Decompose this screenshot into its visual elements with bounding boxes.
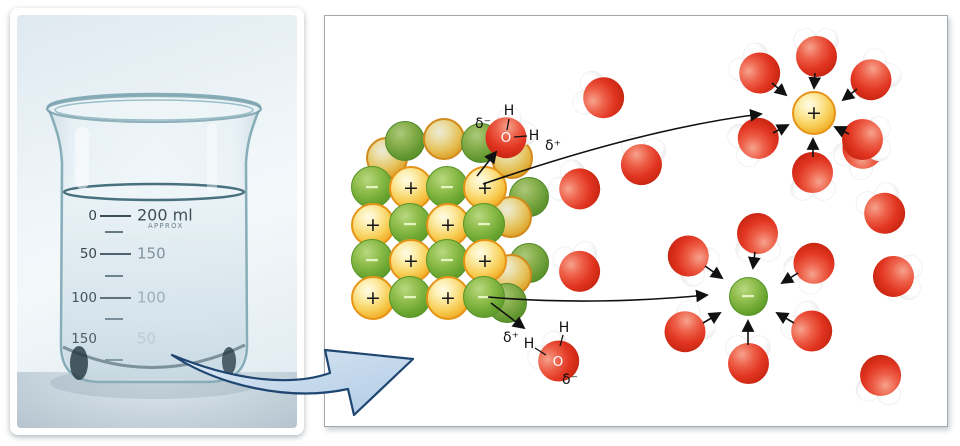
oxygen-atom <box>550 160 608 218</box>
beaker-illustration: 0 200 ml APPROX 50 150 100 100 150 50 <box>45 92 263 399</box>
hydrated-minus-ion: − <box>728 276 768 316</box>
glass-shadow <box>70 346 88 380</box>
oxygen-atom <box>656 302 714 360</box>
water-molecule-hydrating-anion <box>644 211 735 302</box>
beaker-photo: 0 200 ml APPROX 50 150 100 100 150 50 <box>17 15 297 428</box>
scale-left-50: 50 <box>80 246 97 262</box>
graduation-scale: 0 200 ml APPROX 50 150 100 100 150 50 <box>71 206 193 361</box>
ion-charge-symbol: + <box>806 101 822 124</box>
ion-charge-symbol: + <box>403 176 419 199</box>
ion-charge-symbol: + <box>365 286 381 309</box>
partial-charge-label: δ⁻ <box>475 116 491 132</box>
ion-charge-symbol: − <box>364 175 380 198</box>
ion-charge-symbol: + <box>440 286 456 309</box>
water-molecule <box>562 57 644 139</box>
positive-ion: + <box>351 276 395 320</box>
water-surface <box>62 182 246 202</box>
water-molecule-hydrating-cation <box>784 24 848 88</box>
positive-ion: + <box>389 166 433 210</box>
beaker-photo-frame: 0 200 ml APPROX 50 150 100 100 150 50 <box>10 8 304 435</box>
scale-right-100: 100 <box>137 289 166 307</box>
ion-charge-symbol: + <box>477 249 493 272</box>
oxygen-atom <box>842 118 884 160</box>
negative-ion: − <box>389 276 431 318</box>
oxygen-atom <box>842 50 900 108</box>
negative-ion: − <box>389 203 431 245</box>
ion-charge-symbol: + <box>477 176 493 199</box>
oxygen-atom <box>795 35 837 77</box>
oxygen-atom <box>727 342 769 384</box>
hydrogen-label: H <box>523 336 535 352</box>
oxygen-atom <box>785 235 843 293</box>
beaker-rim <box>45 94 263 124</box>
beaker-rim-inner <box>54 99 254 121</box>
lattice-back-ion <box>385 121 425 161</box>
water-molecule <box>844 339 918 413</box>
negative-ion: − <box>351 166 393 208</box>
negative-ion: − <box>463 203 505 245</box>
partial-charge-label: δ⁻ <box>562 372 578 388</box>
positive-ion: + <box>351 203 395 247</box>
hydrated-plus-ion: + <box>792 91 836 135</box>
oxygen-atom <box>660 227 718 285</box>
water-molecule-hydrating-cation <box>781 141 845 205</box>
scale-left-0: 0 <box>88 208 97 224</box>
partial-charge-label: δ⁺ <box>545 138 561 154</box>
water-molecule <box>540 232 618 310</box>
negative-ion: − <box>463 276 505 318</box>
negative-ion: − <box>351 239 393 281</box>
ion-charge-symbol: − <box>740 284 756 307</box>
beaker-water <box>63 193 245 379</box>
ion-charge-symbol: − <box>476 212 492 235</box>
ion-charge-symbol: + <box>365 213 381 236</box>
negative-ion: − <box>426 166 468 208</box>
oxygen-atom <box>782 302 840 360</box>
scale-left-100: 100 <box>71 290 97 306</box>
ion-charge-symbol: − <box>402 212 418 235</box>
ion-charge-symbol: + <box>403 249 419 272</box>
ion-charge-symbol: + <box>440 213 456 236</box>
scale-left-150: 150 <box>71 331 97 347</box>
ion-charge-symbol: − <box>439 248 455 271</box>
oxygen-label: O <box>500 130 512 146</box>
scale-right-150: 150 <box>137 245 166 263</box>
scale-approx: APPROX <box>148 222 184 230</box>
hydrogen-label: H <box>503 103 515 119</box>
partial-charge-label: δ⁺ <box>503 330 519 346</box>
glass-highlight <box>75 127 89 189</box>
scale-right-200ml: 200 ml <box>137 206 193 225</box>
water-molecule <box>859 241 928 310</box>
water-molecule-hydrating-anion <box>716 331 780 395</box>
glass-highlight <box>207 123 217 193</box>
scale-right-50: 50 <box>137 330 156 348</box>
positive-ion: + <box>426 276 470 320</box>
ion-charge-symbol: − <box>439 175 455 198</box>
ion-charge-symbol: − <box>364 248 380 271</box>
oxygen-atom <box>730 44 788 102</box>
ion-charge-symbol: − <box>476 285 492 308</box>
hydrogen-label: H <box>558 320 570 336</box>
negative-ion: − <box>426 239 468 281</box>
oxygen-label: O <box>552 354 564 370</box>
glass-shadow <box>222 347 236 375</box>
lattice-back-ion <box>423 118 465 160</box>
ion-charge-symbol: − <box>402 285 418 308</box>
hydrogen-label: H <box>528 128 540 144</box>
